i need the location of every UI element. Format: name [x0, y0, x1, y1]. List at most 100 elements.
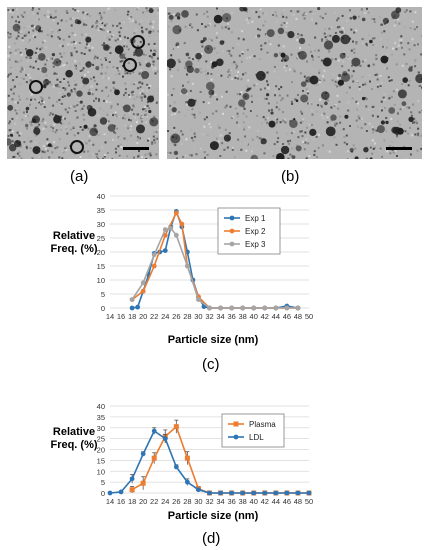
particle — [92, 76, 95, 79]
legend-marker — [229, 241, 235, 247]
data-point — [196, 487, 201, 493]
y-tick-label: 40 — [97, 192, 105, 201]
particle — [367, 64, 371, 68]
data-point — [251, 490, 257, 496]
particle — [256, 70, 266, 81]
particle — [339, 52, 346, 59]
particle — [273, 53, 279, 58]
particle — [341, 72, 351, 82]
particle — [12, 23, 21, 32]
particle — [85, 61, 92, 68]
chart-d: Relative Freq. (%) 0 5 10 15 20 25 30 35 40 14 16 1… — [0, 400, 426, 506]
legend-entry: Exp 2 — [245, 227, 266, 236]
x-tick-label: 24 — [161, 497, 169, 505]
particle — [37, 29, 42, 33]
scale-bar — [386, 147, 412, 150]
x-tick-label: 30 — [194, 497, 202, 505]
particle — [33, 127, 41, 135]
particle — [181, 10, 189, 18]
data-point — [295, 490, 301, 496]
particle — [173, 150, 179, 156]
x-tick-label: 14 — [106, 497, 114, 505]
ring-particle — [70, 140, 84, 154]
particle — [216, 58, 224, 67]
data-point — [162, 248, 168, 253]
particle — [126, 13, 129, 16]
particle — [123, 104, 131, 113]
particle — [172, 25, 182, 35]
particle — [32, 146, 41, 155]
x-tick-label: 20 — [139, 497, 147, 505]
particle — [93, 124, 97, 128]
x-tick-label: 46 — [283, 497, 291, 505]
data-point — [151, 263, 157, 269]
particle — [380, 55, 389, 64]
particle — [323, 40, 334, 50]
particle — [250, 154, 259, 159]
particle — [59, 121, 62, 125]
particle — [47, 143, 52, 148]
particle — [395, 7, 402, 13]
particle — [175, 12, 181, 17]
particle — [25, 123, 29, 128]
x-tick-label: 24 — [161, 312, 169, 320]
data-point — [129, 487, 135, 493]
data-point — [151, 428, 157, 434]
particle — [7, 104, 14, 111]
particle — [239, 7, 245, 12]
particle — [397, 89, 407, 99]
particle — [257, 15, 261, 19]
particle — [337, 79, 344, 86]
x-tick-label: 18 — [128, 497, 136, 505]
x-tick-label: 40 — [250, 497, 258, 505]
particle — [361, 96, 366, 101]
y-tick-label: 30 — [97, 220, 105, 229]
x-tick-label: 26 — [172, 312, 180, 320]
x-tick-label: 48 — [294, 312, 302, 320]
particle — [242, 93, 250, 100]
particle — [331, 34, 340, 43]
particle — [148, 109, 152, 114]
data-point — [173, 424, 179, 430]
particle — [330, 114, 337, 121]
particle — [82, 77, 90, 85]
data-point — [173, 232, 179, 238]
legend-marker — [233, 434, 239, 440]
data-point — [229, 305, 235, 311]
particle — [245, 89, 249, 92]
y-tick-label: 0 — [101, 489, 105, 498]
particle — [291, 155, 296, 159]
particle — [148, 30, 152, 34]
panel-label-a: (a) — [70, 168, 89, 185]
y-tick-label: 25 — [97, 234, 105, 243]
particle — [65, 69, 73, 78]
particle — [266, 29, 275, 38]
x-tick-label: 48 — [294, 497, 302, 505]
particle — [401, 101, 407, 107]
particle — [11, 8, 15, 12]
particle — [103, 44, 110, 51]
data-point — [173, 210, 179, 216]
data-point — [284, 305, 290, 311]
particle — [382, 17, 389, 24]
particle — [180, 88, 188, 95]
x-tick-label: 32 — [205, 312, 213, 320]
particle — [119, 53, 126, 59]
y-tick-label: 20 — [97, 446, 105, 455]
x-tick-label: 28 — [183, 497, 191, 505]
x-tick-label: 36 — [227, 312, 235, 320]
particle — [344, 114, 349, 119]
particle — [76, 90, 83, 97]
y-tick-label: 10 — [97, 467, 105, 476]
x-tick-label: 14 — [106, 312, 114, 320]
particle — [87, 91, 91, 96]
data-point — [262, 490, 268, 496]
y-axis-label-text-c: Relative Freq. (%) — [50, 230, 98, 255]
particle — [25, 106, 30, 111]
panel-label-d: (d) — [202, 530, 221, 547]
x-tick-label: 38 — [238, 312, 246, 320]
particle — [195, 52, 202, 60]
particle — [280, 145, 290, 155]
x-tick-label: 34 — [216, 312, 224, 320]
